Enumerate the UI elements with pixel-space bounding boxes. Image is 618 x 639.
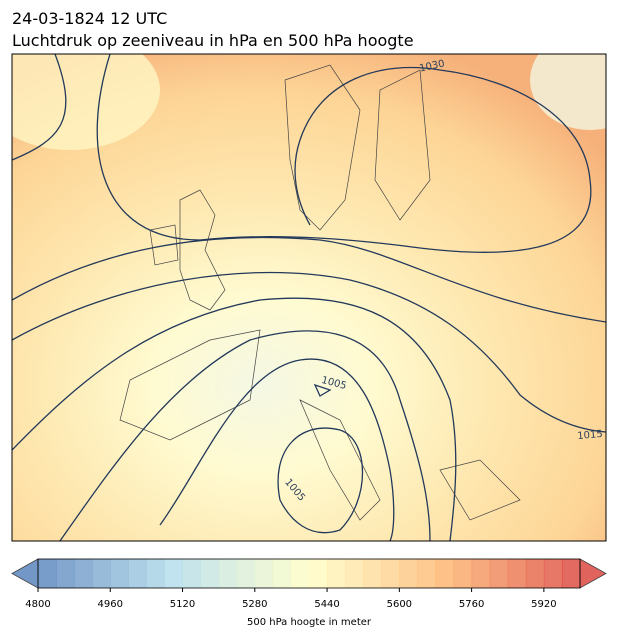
colorbar-swatch [38,559,57,588]
colorbar-swatch [363,559,382,588]
colorbar-tick-label: 5120 [170,599,195,610]
colorbar-swatch [435,559,455,588]
isobar-label: 1030 [419,58,446,74]
colorbar-swatch [146,559,165,588]
colorbar-swatch [164,559,184,588]
map-title: Luchtdruk op zeeniveau in hPa en 500 hPa… [12,31,414,50]
colorbar-label: 500 hPa hoogte in meter [247,617,372,628]
colorbar-tick-label: 5920 [531,599,556,610]
colorbar-swatch [327,559,346,588]
colorbar: 4800 4960 5120 5280 5440 5600 5760 5920 500 hPa … [11,558,607,628]
colorbar-tick-label: 5760 [459,599,484,610]
colorbar-tick-label: 5440 [314,599,339,610]
colorbar-tick-label: 5280 [242,599,267,610]
colorbar-swatch [561,559,581,588]
colorbar-swatch [74,559,93,588]
colorbar-swatch [417,559,436,588]
colorbar-swatch [507,559,527,588]
colorbar-swatch [236,559,256,588]
colorbar-swatch [218,559,238,588]
colorbar-over [579,558,607,589]
colorbar-tick-label: 4960 [98,599,123,610]
map-date: 24-03-1824 12 UTC [12,9,167,28]
colorbar-under [11,558,39,589]
colorbar-swatch [345,559,364,588]
map-frame [11,53,607,542]
colorbar-swatch [381,559,400,588]
colorbar-swatch [200,559,220,588]
colorbar-tick-label: 5600 [387,599,412,610]
colorbar-swatch [525,559,545,588]
colorbar-swatch [471,559,491,588]
colorbar-frame [37,558,581,589]
colorbar-tick-label: 4800 [25,599,50,610]
colorbar-swatch [543,559,563,588]
colorbar-swatch [489,559,509,588]
colorbar-swatch [453,559,473,588]
colorbar-swatch [56,559,75,588]
map-area [12,54,606,541]
colorbar-swatch [399,559,418,588]
colorbar-swatch [128,559,147,588]
isobar-label: 1015 [577,429,603,442]
colorbar-swatch [254,559,274,588]
colorbar-swatch [182,559,202,588]
colorbar-swatch [92,559,111,588]
colorbar-swatch [309,559,328,588]
colorbar-swatch [272,559,292,588]
colorbar-swatch [110,559,129,588]
colorbar-swatch [290,559,310,588]
